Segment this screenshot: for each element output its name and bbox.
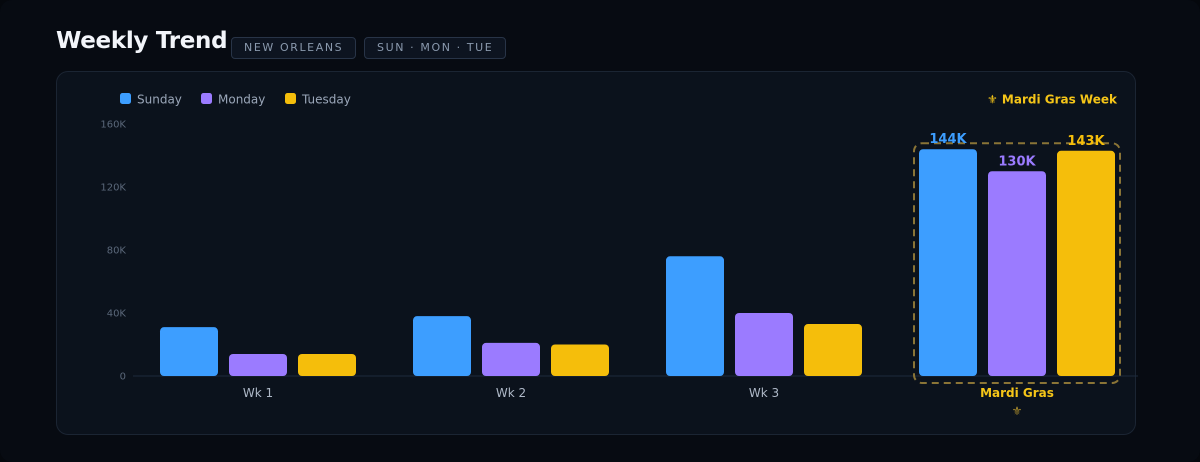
x-tick-label: Wk 1 (243, 386, 273, 400)
legend-swatch-sunday (120, 93, 131, 104)
bar-monday-2[interactable] (735, 313, 793, 376)
bar-sunday-3[interactable] (919, 149, 977, 376)
y-tick-label: 80K (107, 246, 127, 257)
bar-sunday-0[interactable] (160, 327, 218, 376)
legend-label-monday: Monday (218, 93, 265, 107)
data-label-monday: 130K (998, 154, 1036, 169)
legend-swatch-monday (201, 93, 212, 104)
bar-tuesday-1[interactable] (551, 344, 609, 377)
x-tick-label: Mardi Gras (980, 386, 1054, 400)
x-tick-label: Wk 3 (749, 386, 779, 400)
bar-tuesday-2[interactable] (804, 324, 862, 376)
bar-sunday-1[interactable] (413, 316, 471, 376)
x-tick-label: Wk 2 (496, 386, 526, 400)
y-tick-label: 160K (100, 120, 126, 131)
data-label-tuesday: 143K (1067, 134, 1105, 149)
mardi-gras-highlight-box (913, 142, 1121, 384)
fleur-de-lis-icon: ⚜ (1012, 404, 1023, 418)
mardi-gras-week-note: ⚜ Mardi Gras Week (987, 93, 1118, 107)
legend-label-tuesday: Tuesday (301, 93, 351, 107)
location-chip: NEW ORLEANS (231, 37, 357, 59)
legend-swatch-tuesday (285, 93, 296, 104)
bar-tuesday-3[interactable] (1057, 150, 1115, 376)
y-tick-label: 120K (100, 183, 126, 194)
page-title: Weekly Trend (56, 28, 228, 54)
bar-monday-0[interactable] (229, 353, 287, 376)
bar-monday-3[interactable] (988, 171, 1046, 376)
y-tick-label: 40K (107, 309, 127, 320)
bar-sunday-2[interactable] (666, 256, 724, 376)
data-label-sunday: 144K (929, 132, 967, 147)
legend-label-sunday: Sunday (137, 93, 182, 107)
bar-tuesday-0[interactable] (298, 353, 356, 376)
bar-monday-1[interactable] (482, 342, 540, 376)
days-chip: SUN · MON · TUE (364, 37, 507, 59)
y-tick-label: 0 (120, 372, 126, 383)
